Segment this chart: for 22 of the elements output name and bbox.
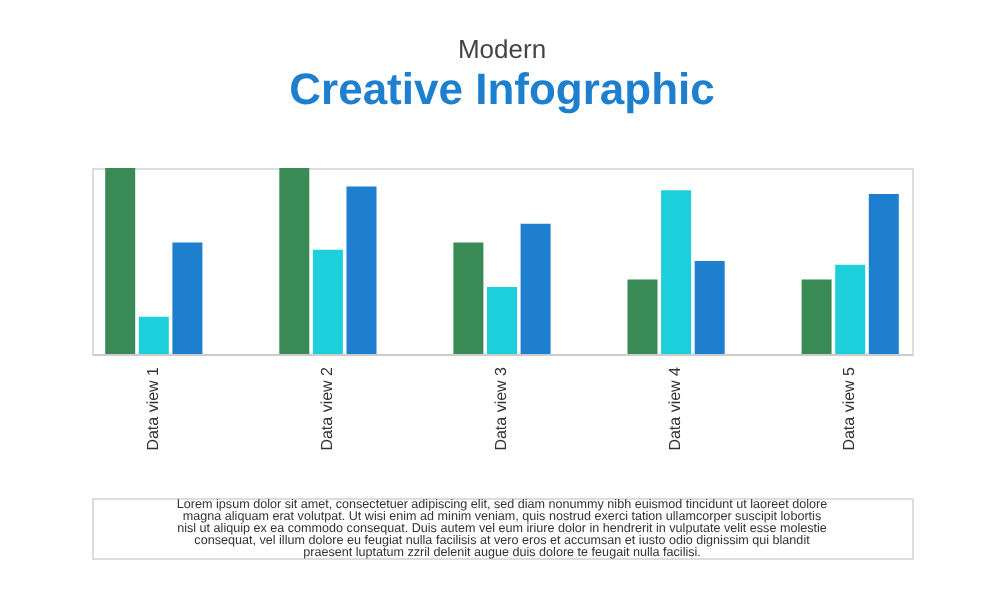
bar bbox=[453, 242, 484, 354]
bar bbox=[520, 223, 551, 354]
bar bbox=[312, 249, 343, 354]
x-tick-label: Data view 1 bbox=[143, 365, 162, 451]
chart-title: Modern bbox=[457, 34, 547, 64]
bar bbox=[172, 242, 203, 354]
bar bbox=[279, 168, 310, 354]
bar bbox=[801, 279, 832, 354]
bar bbox=[835, 264, 866, 354]
bar bbox=[138, 316, 169, 354]
x-tick-label: Data view 3 bbox=[492, 365, 510, 451]
bar bbox=[487, 287, 517, 354]
bar bbox=[346, 186, 377, 354]
bar bbox=[694, 261, 725, 354]
chart-subtitle: Creative Infographic bbox=[289, 64, 715, 114]
bar bbox=[661, 190, 692, 354]
bar bbox=[868, 194, 899, 354]
x-tick-label: Data view 4 bbox=[666, 365, 685, 451]
x-tick-label: Data view 2 bbox=[317, 365, 336, 451]
bar bbox=[627, 279, 658, 354]
x-tick-label: Data view 5 bbox=[840, 365, 859, 451]
bar bbox=[105, 168, 136, 354]
